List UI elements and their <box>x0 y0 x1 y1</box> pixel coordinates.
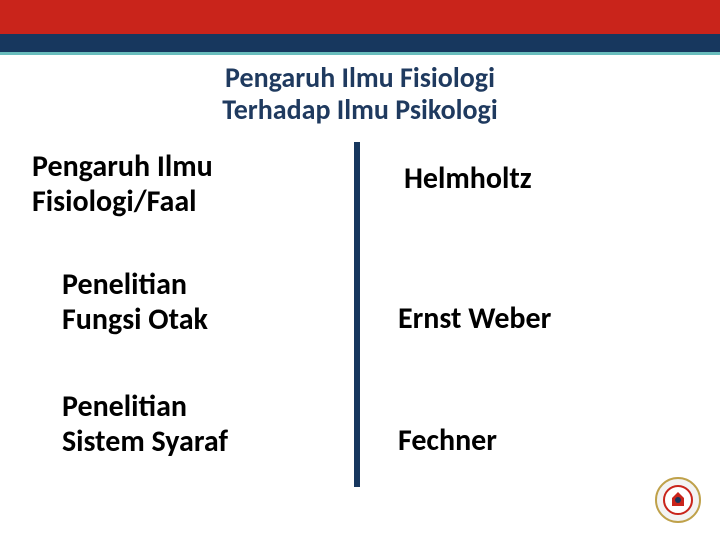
navy-bar <box>0 34 720 52</box>
left-item-2-line-2: Sistem Syaraf <box>62 425 228 460</box>
red-bar <box>0 0 720 34</box>
right-name-2: Ernst Weber <box>398 302 551 337</box>
left-heading-line-2: Fisiologi/Faal <box>32 185 213 220</box>
left-heading-line-1: Pengaruh Ilmu <box>32 150 213 185</box>
title-line-2: Terhadap Ilmu Psikologi <box>0 94 720 126</box>
left-item-1: Penelitian Fungsi Otak <box>62 268 208 337</box>
left-item-1-line-1: Penelitian <box>62 268 208 303</box>
slide: Pengaruh Ilmu Fisiologi Terhadap Ilmu Ps… <box>0 0 720 540</box>
left-heading: Pengaruh Ilmu Fisiologi/Faal <box>32 150 213 219</box>
vertical-divider <box>354 142 360 487</box>
university-logo-icon <box>650 472 706 528</box>
slide-title: Pengaruh Ilmu Fisiologi Terhadap Ilmu Ps… <box>0 62 720 126</box>
right-name-1: Helmholtz <box>404 162 532 197</box>
header-band <box>0 0 720 55</box>
teal-line <box>0 52 720 55</box>
left-item-2: Penelitian Sistem Syaraf <box>62 390 228 459</box>
right-name-3: Fechner <box>398 424 497 459</box>
left-item-1-line-2: Fungsi Otak <box>62 303 208 338</box>
title-line-1: Pengaruh Ilmu Fisiologi <box>0 62 720 94</box>
left-item-2-line-1: Penelitian <box>62 390 228 425</box>
